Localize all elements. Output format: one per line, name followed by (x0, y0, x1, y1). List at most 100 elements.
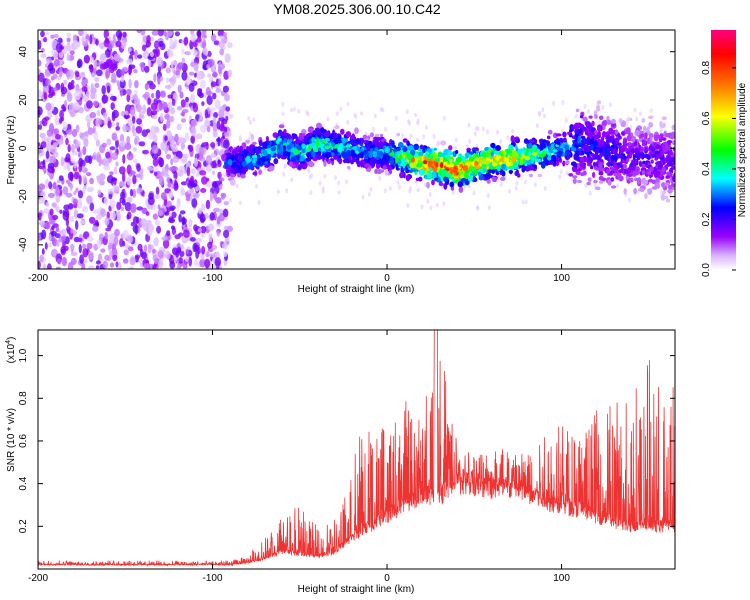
heatmap-cell (609, 166, 614, 171)
snr-plot-frame (37, 329, 676, 570)
heatmap-cell (575, 150, 580, 157)
heatmap-cell (367, 141, 371, 146)
heatmap-cell (107, 120, 112, 129)
heatmap-cell (81, 262, 86, 269)
heatmap-cell (187, 180, 195, 189)
heatmap-cell (122, 124, 128, 133)
heatmap-cell (205, 90, 213, 96)
colorbar-tick-label: 0.4 (701, 162, 712, 176)
heatmap-cell (558, 148, 564, 152)
heatmap-cell (52, 214, 59, 220)
heatmap-cell (196, 71, 202, 81)
heatmap-cell (217, 30, 225, 37)
heatmap-cell (162, 238, 170, 249)
heatmap-cell (579, 156, 585, 162)
heatmap-cell (409, 133, 413, 139)
heatmap-cell (194, 72, 197, 78)
heatmap-cell (630, 161, 634, 168)
heatmap-cell (207, 223, 215, 231)
heatmap-cell (111, 152, 118, 161)
heatmap-cell (266, 153, 271, 159)
heatmap-cell (594, 186, 601, 191)
heatmap-cell (154, 194, 160, 200)
heatmap-cell (521, 164, 526, 171)
heatmap-cell (105, 151, 111, 159)
heatmap-cell (495, 157, 500, 161)
heatmap-cell (641, 118, 646, 123)
heatmap-cell (76, 60, 82, 69)
heatmap-cell (474, 147, 479, 152)
heatmap-cell (200, 188, 207, 193)
heatmap-cell (89, 34, 93, 45)
heatmap-cell (188, 144, 194, 153)
heatmap-cell (515, 169, 520, 176)
heatmap-cell (106, 175, 114, 184)
spectrogram-x-ticks: -200 -100 0 100 (28, 30, 570, 284)
heatmap-cell (372, 126, 375, 132)
heatmap-cell (400, 162, 406, 168)
heatmap-cell (649, 166, 654, 172)
heatmap-cell (126, 88, 132, 96)
heatmap-cell (38, 199, 43, 205)
heatmap-cell (95, 38, 99, 46)
heatmap-cell (346, 119, 350, 125)
heatmap-cell (282, 145, 286, 152)
heatmap-cell (164, 84, 172, 90)
heatmap-cell (649, 136, 653, 143)
heatmap-cell (487, 205, 491, 211)
heatmap-cell (75, 220, 79, 231)
heatmap-cell (661, 166, 666, 173)
heatmap-cell (540, 161, 546, 169)
heatmap-cell (207, 73, 211, 78)
heatmap-cell (109, 199, 116, 208)
heatmap-cell (196, 36, 202, 43)
heatmap-cell (354, 114, 358, 120)
heatmap-cell (57, 76, 61, 81)
heatmap-cell (192, 102, 199, 113)
heatmap-cell (135, 173, 142, 178)
heatmap-cell (118, 32, 123, 39)
heatmap-cell (512, 150, 518, 158)
heatmap-cell (167, 94, 173, 99)
heatmap-cell (523, 179, 527, 185)
heatmap-cell (333, 153, 339, 160)
spectrogram-y-axis-label: Frequency (Hz) (6, 116, 17, 185)
heatmap-cell (301, 147, 306, 153)
heatmap-cell (302, 161, 306, 165)
heatmap-cell (212, 92, 217, 100)
heatmap-cell (548, 148, 555, 154)
heatmap-cell (607, 178, 612, 186)
heatmap-cell (222, 139, 230, 149)
heatmap-cell (155, 186, 160, 195)
heatmap-cell (459, 163, 463, 168)
heatmap-cell (642, 179, 648, 186)
heatmap-cell (116, 209, 121, 218)
heatmap-cell (196, 172, 200, 177)
heatmap-cell (654, 144, 661, 150)
heatmap-cell (589, 143, 594, 151)
heatmap-cell (73, 191, 77, 195)
heatmap-cell (102, 161, 110, 167)
heatmap-cell (213, 40, 220, 46)
heatmap-cell (416, 137, 420, 143)
heatmap-cell (53, 151, 59, 158)
heatmap-cell (473, 169, 478, 175)
heatmap-cell (634, 129, 640, 137)
heatmap-cell (119, 181, 126, 188)
heatmap-cell (178, 232, 184, 237)
heatmap-cell (46, 129, 54, 137)
heatmap-cell (644, 146, 648, 153)
heatmap-cell (103, 196, 108, 206)
heatmap-cell (368, 151, 373, 158)
heatmap-cell (375, 156, 380, 160)
heatmap-cell (496, 165, 501, 170)
x-tick-label: -200 (28, 573, 48, 584)
heatmap-cell (451, 190, 455, 196)
heatmap-cell (579, 115, 584, 119)
heatmap-cell (67, 261, 74, 269)
heatmap-cell (100, 248, 106, 253)
heatmap-cell (224, 131, 229, 137)
x-tick-label: -200 (28, 273, 48, 284)
heatmap-cell (656, 154, 662, 158)
heatmap-cell (472, 190, 476, 196)
